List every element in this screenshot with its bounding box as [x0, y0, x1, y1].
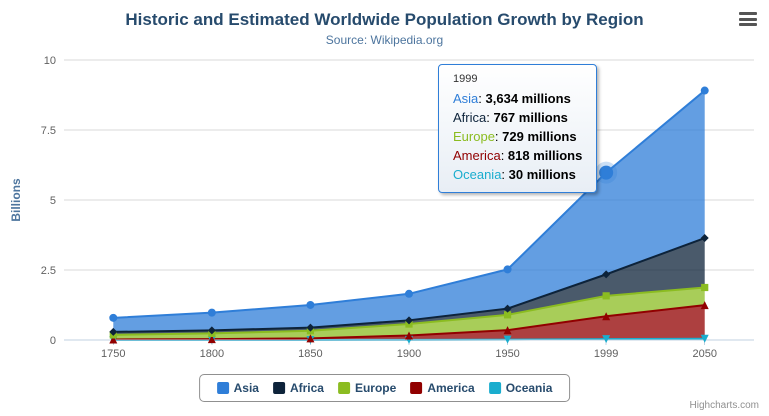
legend-item-asia[interactable]: Asia	[216, 381, 259, 395]
tooltip-row-oceania: Oceania: 30 millions	[453, 167, 576, 182]
legend: Asia Africa Europe America Oceania	[198, 374, 571, 402]
tooltip-series-name: Europe	[453, 129, 495, 144]
legend-item-america[interactable]: America	[410, 381, 475, 395]
area-america	[113, 305, 705, 340]
point-america-1900[interactable]	[405, 331, 413, 340]
point-asia-1850[interactable]	[306, 300, 315, 309]
legend-symbol-africa	[272, 382, 285, 394]
tooltip-row-europe: Europe: 729 millions	[453, 129, 577, 144]
point-asia-2050[interactable]	[700, 86, 709, 95]
point-asia-1900[interactable]	[405, 289, 413, 298]
area-asia	[113, 90, 705, 332]
x-axis-tick-label: 1750	[101, 348, 125, 360]
legend-item-europe[interactable]: Europe	[337, 381, 397, 395]
context-menu-button[interactable]	[739, 12, 757, 26]
point-oceania-1999[interactable]	[602, 335, 611, 344]
hamburger-icon	[739, 17, 757, 21]
x-axis-tick-label: 1850	[298, 348, 322, 360]
tooltip-series-value: 767 millions	[493, 110, 568, 125]
point-africa-1750[interactable]	[109, 327, 118, 336]
x-axis-tick-label: 1950	[495, 348, 519, 360]
point-africa-2050[interactable]	[700, 234, 709, 243]
tooltip-series-value: 30 millions	[508, 167, 576, 182]
point-africa-1800[interactable]	[207, 326, 216, 335]
legend-label: Oceania	[505, 381, 553, 395]
y-axis-tick-label: 7.5	[41, 125, 56, 137]
tooltip-series-value: 3,634 millions	[485, 91, 571, 106]
point-oceania-1950[interactable]	[503, 335, 512, 344]
legend-item-oceania[interactable]: Oceania	[488, 381, 553, 395]
point-africa-1850[interactable]	[306, 323, 315, 332]
legend-symbol-oceania	[488, 382, 501, 394]
y-axis-tick-label: 5	[50, 195, 56, 207]
legend-label: Africa	[289, 381, 324, 395]
x-axis-tick-label: 2050	[692, 348, 716, 360]
hamburger-icon	[739, 23, 757, 26]
tooltip-series-name: America	[453, 148, 501, 163]
tooltip-row-america: America: 818 millions	[453, 148, 583, 163]
chart-title: Historic and Estimated Worldwide Populat…	[125, 10, 644, 29]
point-africa-1900[interactable]	[405, 316, 413, 325]
legend-label: Asia	[233, 381, 259, 395]
point-europe-1950[interactable]	[503, 311, 512, 319]
point-asia-1999[interactable]	[599, 165, 614, 180]
point-asia-1800[interactable]	[207, 308, 216, 317]
tooltip-row-asia: Asia: 3,634 millions	[453, 91, 571, 106]
tooltip-series-value: 818 millions	[507, 148, 583, 163]
point-europe-2050[interactable]	[701, 283, 709, 292]
tooltip-rows: Asia: 3,634 millions Africa: 767 millions…	[453, 89, 582, 184]
legend-label: America	[427, 381, 475, 395]
hamburger-icon	[739, 12, 757, 15]
x-axis-tick-label: 1800	[200, 348, 224, 360]
point-africa-1999[interactable]	[602, 270, 611, 279]
legend-symbol-europe	[337, 382, 350, 394]
tooltip-series-name: Asia	[453, 91, 479, 106]
point-america-1750[interactable]	[109, 335, 118, 344]
legend-item-africa[interactable]: Africa	[272, 381, 324, 395]
y-axis-tick-label: 0	[50, 335, 56, 347]
tooltip-series-name: Oceania	[453, 167, 502, 182]
legend-symbol-asia	[216, 382, 229, 394]
point-america-1850[interactable]	[306, 334, 315, 343]
point-asia-1950[interactable]	[503, 265, 512, 274]
point-america-2050[interactable]	[700, 301, 709, 310]
chart-subtitle: Source: Wikipedia.org	[325, 33, 444, 47]
legend-symbol-america	[410, 382, 423, 394]
point-africa-1950[interactable]	[503, 304, 512, 313]
x-axis-tick-label: 1999	[594, 348, 618, 360]
area-africa	[113, 238, 705, 335]
point-america-1800[interactable]	[207, 335, 216, 344]
tooltip-row-africa: Africa: 767 millions	[453, 110, 568, 125]
tooltip-series-value: 729 millions	[502, 129, 577, 144]
point-asia-1750[interactable]	[109, 313, 118, 322]
point-america-1950[interactable]	[503, 326, 512, 335]
point-america-1999[interactable]	[602, 312, 611, 321]
credits-link[interactable]: Highcharts.com	[689, 400, 759, 411]
point-europe-1999[interactable]	[602, 292, 610, 300]
tooltip-header: 1999	[453, 73, 478, 85]
tooltip-series-name: Africa	[453, 110, 487, 125]
legend-label: Europe	[354, 381, 397, 395]
point-oceania-2050[interactable]	[700, 334, 709, 343]
x-axis-tick-label: 1900	[397, 348, 421, 360]
tooltip: 1999 Asia: 3,634 millions Africa: 767 mil…	[438, 64, 598, 193]
y-axis-tick-label: 10	[44, 55, 56, 67]
y-axis-tick-label: 2.5	[41, 265, 56, 277]
